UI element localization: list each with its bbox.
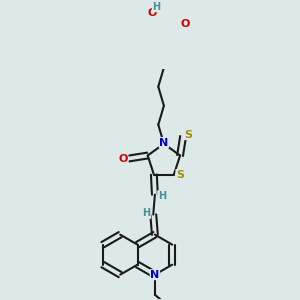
Text: O: O: [181, 19, 190, 28]
Text: H: H: [152, 2, 160, 12]
Text: O: O: [148, 8, 157, 18]
Text: H: H: [158, 191, 166, 201]
Text: N: N: [159, 137, 169, 148]
Text: S: S: [184, 130, 193, 140]
Text: O: O: [118, 154, 128, 164]
Text: S: S: [176, 169, 184, 180]
Text: H: H: [142, 208, 151, 218]
Text: N: N: [150, 270, 160, 280]
